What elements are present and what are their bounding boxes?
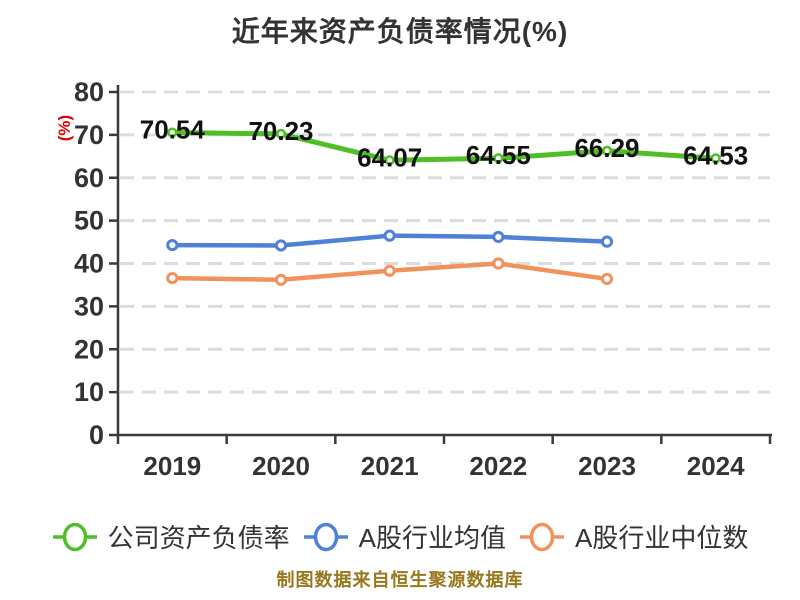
legend-label-company: 公司资产负债率 — [107, 523, 290, 553]
data-point — [275, 128, 287, 139]
data-point — [710, 153, 721, 164]
y-tick-label: 70 — [74, 120, 104, 150]
data-point-label: 64.07 — [357, 142, 422, 172]
data-point — [384, 155, 395, 166]
data-point — [383, 229, 396, 242]
chart-legend: 公司资产负债率 A股行业均值 A股行业中位数 — [0, 518, 800, 555]
data-point — [601, 145, 613, 156]
legend-item-company: 公司资产负债率 — [52, 518, 290, 555]
data-point — [600, 235, 614, 248]
legend-item-industry-median: A股行业中位数 — [519, 518, 748, 555]
x-tick-label: 2020 — [252, 451, 310, 481]
legend-item-industry-mean: A股行业均值 — [303, 518, 506, 555]
legend-marker-company-icon — [52, 522, 97, 551]
y-tick-label: 20 — [74, 334, 104, 364]
data-point-label: 64.55 — [466, 140, 531, 170]
data-point-label: 66.29 — [574, 133, 639, 163]
legend-label-industry-median: A股行业中位数 — [575, 523, 749, 553]
legend-marker-industry-median-icon — [520, 522, 564, 551]
data-point — [600, 272, 614, 286]
data-point — [274, 273, 288, 286]
data-point-label: 70.54 — [140, 115, 206, 145]
x-tick-label: 2019 — [143, 451, 201, 481]
data-point — [493, 153, 504, 164]
y-tick-label: 50 — [74, 206, 104, 236]
data-point — [166, 271, 179, 285]
y-tick-label: 10 — [74, 377, 104, 407]
y-tick-label: 30 — [74, 291, 104, 321]
series-line-0 — [169, 130, 719, 163]
data-source-note: 制图数据来自恒生聚源数据库 — [276, 570, 524, 590]
chart-title: 近年来资产负债率情况(%) — [231, 16, 569, 47]
data-point-label: 64.53 — [683, 140, 748, 170]
y-tick-label: 80 — [74, 77, 104, 107]
data-point — [492, 257, 505, 270]
data-point — [274, 239, 288, 252]
y-tick-label: 60 — [74, 163, 104, 193]
x-tick-label: 2023 — [578, 451, 636, 481]
y-tick-label: 0 — [89, 420, 104, 450]
data-point — [383, 264, 396, 277]
legend-marker-industry-mean-icon — [303, 522, 348, 551]
line-chart: 0 10 20 30 40 50 60 70 80 2019 2020 2021 2022 2023 202… — [74, 77, 772, 481]
y-tick-label: 40 — [74, 249, 104, 279]
data-point — [492, 230, 505, 244]
x-tick-label: 2024 — [687, 451, 745, 481]
x-tick-label: 2022 — [469, 451, 527, 481]
legend-label-industry-mean: A股行业均值 — [358, 523, 506, 553]
data-point — [166, 238, 179, 252]
data-point — [167, 127, 178, 138]
data-point-label: 70.23 — [248, 116, 313, 146]
x-tick-label: 2021 — [361, 451, 419, 481]
